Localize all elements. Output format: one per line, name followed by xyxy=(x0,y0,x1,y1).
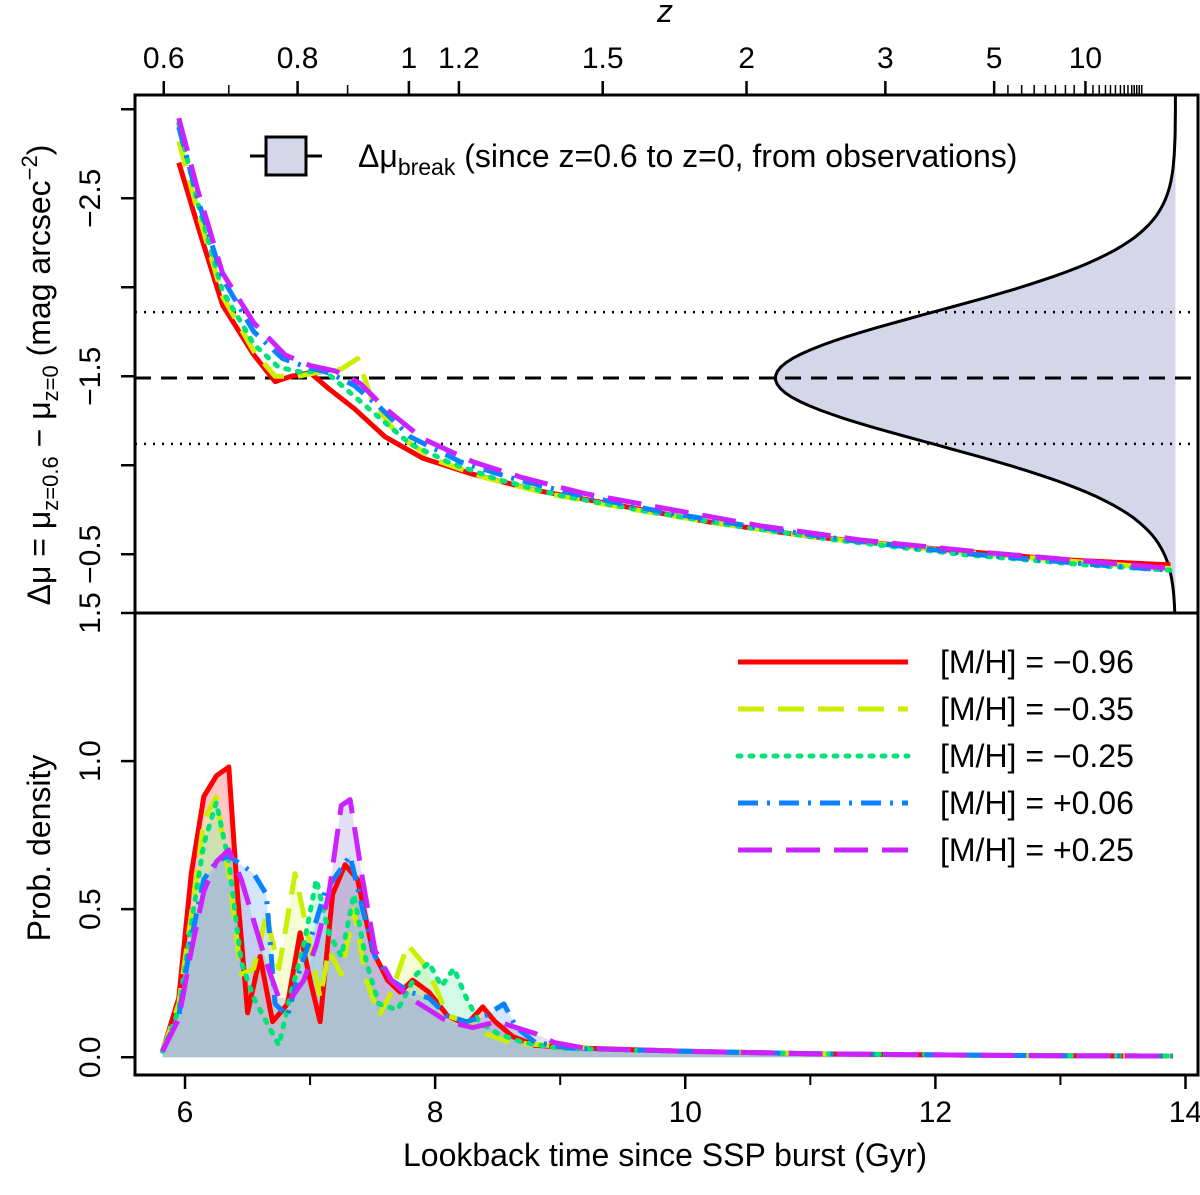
legend-label-4: [M/H] = +0.25 xyxy=(940,832,1134,868)
x-tick-label-3: 12 xyxy=(919,1096,952,1129)
ylabel-close: ) xyxy=(21,145,57,156)
ylabel-sub2: z=0 xyxy=(38,365,63,401)
z-tick-label-8: 10 xyxy=(1069,42,1102,75)
z-tick-label-5: 2 xyxy=(738,42,755,75)
ylabel-minus: − μ xyxy=(21,401,57,456)
z-tick-label-1: 0.8 xyxy=(277,42,319,75)
observed-distribution-curve xyxy=(773,94,1177,614)
legend-label-1: [M/H] = −0.35 xyxy=(940,691,1134,727)
metallicity-legend: [M/H] = −0.96 [M/H] = −0.35 [M/H] = −0.25 [… xyxy=(735,644,1134,868)
bottom-series-line-2 xyxy=(160,800,1176,1059)
z-tick-label-3: 1.2 xyxy=(438,42,480,75)
observed-legend-label: Δμbreak (since z=0.6 to z=0, from observ… xyxy=(358,138,1017,180)
observed-distribution-fill xyxy=(775,95,1176,613)
top-x-axis-title: z xyxy=(656,0,673,29)
observed-legend-box xyxy=(264,135,308,177)
observed-legend-sub: break xyxy=(398,154,456,180)
top-y-tick-label-2: −0.5 xyxy=(74,525,107,584)
top-y-axis-title: Δμ = μz=0.6 − μz=0 (mag arcsec−2) xyxy=(17,145,63,606)
x-tick-label-4: 14 xyxy=(1169,1096,1200,1129)
z-tick-label-4: 1.5 xyxy=(582,42,624,75)
bottom-lines-layer xyxy=(160,764,1176,1059)
ylabel-main: Δμ = μ xyxy=(21,511,57,606)
z-tick-label-6: 3 xyxy=(877,42,894,75)
bottom-y-tick-label-0: 0.0 xyxy=(74,1036,107,1078)
z-tick-label-0: 0.6 xyxy=(143,42,185,75)
top-y-tick-label-0: −2.5 xyxy=(74,169,107,228)
bottom-y-tick-label-2: 1.0 xyxy=(74,740,107,782)
bottom-y-tick-label-3: 1.5 xyxy=(74,592,107,634)
bottom-series-fill-3 xyxy=(162,855,1173,1058)
bottom-series-fill-4 xyxy=(162,799,1173,1058)
top-lines-layer xyxy=(176,117,1173,573)
bottom-y-tick-label-1: 0.5 xyxy=(74,888,107,930)
plot-frames xyxy=(133,93,1200,1077)
bottom-y-axis-title: Prob. density xyxy=(21,755,57,942)
top-y-tick-label-1: −1.5 xyxy=(74,347,107,406)
x-tick-label-2: 10 xyxy=(669,1096,702,1129)
bottom-series-line-4 xyxy=(160,797,1174,1059)
top-fills-layer xyxy=(135,94,1198,614)
x-tick-label-0: 6 xyxy=(177,1096,194,1129)
legend-label-2: [M/H] = −0.25 xyxy=(940,738,1134,774)
z-tick-label-2: 1 xyxy=(401,42,418,75)
observed-legend: Δμbreak (since z=0.6 to z=0, from observ… xyxy=(250,135,1017,180)
ylabel-sup: −2 xyxy=(17,155,42,180)
ylabel-sub1: z=0.6 xyxy=(38,456,63,510)
observed-legend-rest: (since z=0.6 to z=0, from observations) xyxy=(455,138,1017,174)
ylabel-units: (mag arcsec xyxy=(21,180,57,365)
tick-layer: −2.5 −1.5 −0.5 0.6 0.8 1 1.2 1.5 2 3 5 10 0.0 0.5 1.0 1… xyxy=(74,42,1200,1129)
x-axis-title: Lookback time since SSP burst (Gyr) xyxy=(403,1137,927,1173)
bottom-panel-frame xyxy=(133,611,1200,1077)
x-tick-label-1: 8 xyxy=(427,1096,444,1129)
top-series-line-4 xyxy=(176,117,1171,571)
legend-label-0: [M/H] = −0.96 xyxy=(940,644,1134,680)
legend-label-3: [M/H] = +0.06 xyxy=(940,785,1134,821)
z-tick-label-7: 5 xyxy=(986,42,1003,75)
observed-legend-delta: Δμ xyxy=(358,138,398,174)
